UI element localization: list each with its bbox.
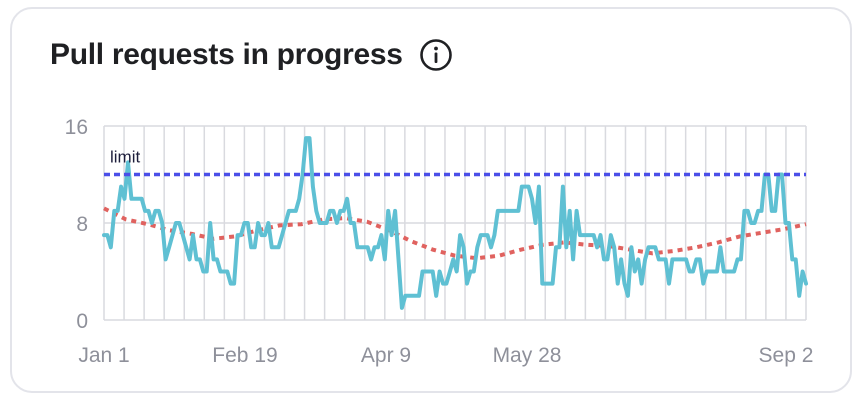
card-header: Pull requests in progress xyxy=(50,38,453,72)
info-icon[interactable] xyxy=(419,38,453,72)
card-title: Pull requests in progress xyxy=(50,38,403,71)
